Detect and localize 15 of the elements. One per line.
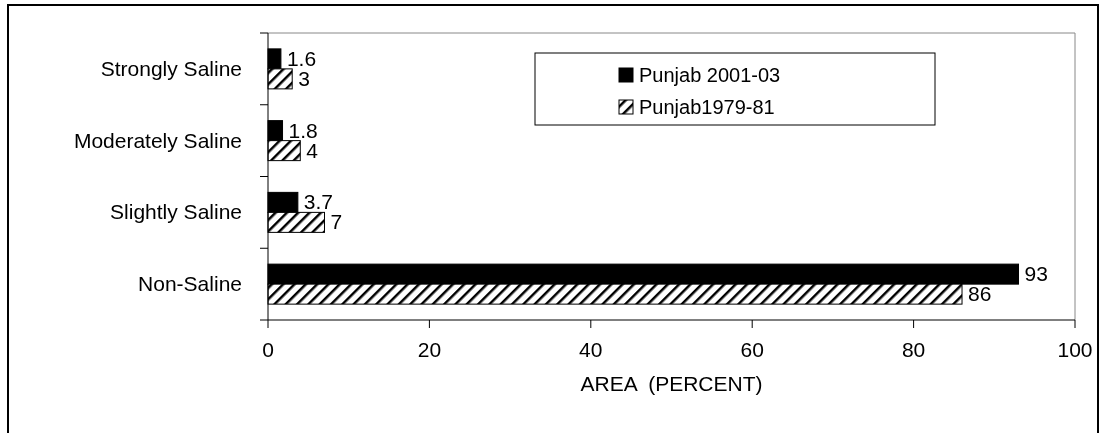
data-label: 86 [968,282,992,306]
x-tick-label: 60 [740,338,764,361]
x-tick-label: 100 [1057,338,1093,361]
y-tick-label: Moderately Saline [73,128,242,152]
x-tick-label: 20 [417,338,442,361]
y-tick-label: Strongly Saline [100,56,242,80]
data-label: 93 [1024,262,1048,286]
x-tick-label: 80 [901,338,926,361]
y-tick-label: Non-Saline [138,272,242,296]
legend-label: Punjab1979-81 [639,96,775,118]
legend-label: Punjab 2001-03 [639,64,781,86]
y-tick-label: Slightly Saline [110,200,242,224]
x-axis-title: AREA (PERCENT) [580,372,763,395]
x-tick-label: 40 [579,338,603,361]
x-tick-label: 0 [262,338,274,361]
